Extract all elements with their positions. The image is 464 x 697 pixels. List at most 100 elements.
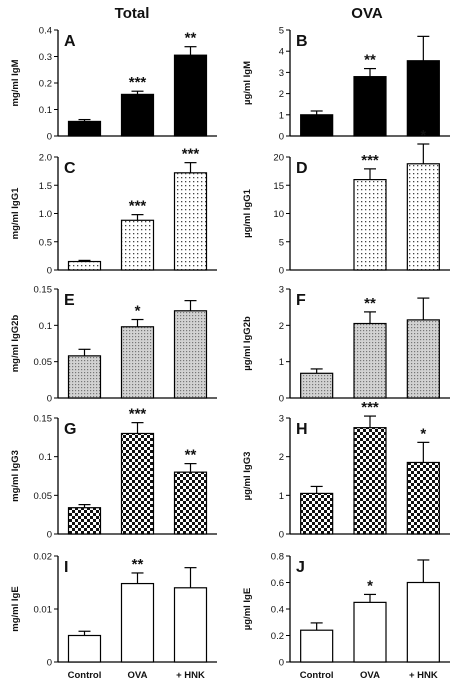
y-tick-label: 2 (279, 452, 284, 463)
bar-control (67, 355, 102, 399)
y-tick-label: 0.1 (39, 321, 52, 332)
bar-hnk (173, 172, 208, 271)
y-axis-title: µg/ml IgM (242, 61, 253, 105)
y-tick-label: 0 (279, 658, 284, 669)
y-tick-label: 15 (273, 181, 284, 192)
x-tick-label: + HNK (176, 670, 205, 681)
panels-group: 00.10.20.30.4mg/ml IgMA*****012345µg/ml … (10, 26, 450, 681)
y-tick-label: 1 (279, 491, 284, 502)
y-tick-label: 1 (279, 110, 284, 121)
significance-marker: ** (185, 447, 197, 464)
y-axis-title: mg/ml IgE (10, 586, 21, 631)
y-tick-label: 0 (47, 530, 52, 541)
bar-control (300, 492, 334, 535)
bar-control (67, 507, 102, 535)
x-tick-label: + HNK (409, 670, 438, 681)
y-tick-label: 0 (279, 530, 284, 541)
bar-ova (353, 179, 387, 271)
y-tick-label: 5 (279, 237, 284, 248)
bar-hnk (173, 471, 208, 535)
y-tick-label: 1.5 (39, 181, 52, 192)
panel-letter: C (64, 160, 76, 177)
y-tick-label: 0.5 (39, 237, 52, 248)
panel-letter: I (64, 559, 68, 576)
y-tick-label: 0.4 (271, 605, 284, 616)
bar-hnk (173, 310, 208, 399)
bar-hnk (406, 581, 440, 663)
panel-B: 0 1 2 3 4 5 µg/ml IgM B ** (242, 26, 450, 143)
panel-letter: D (296, 160, 308, 177)
significance-marker: ** (185, 30, 197, 47)
y-tick-label: 3 (279, 285, 284, 296)
panel-letter: A (64, 33, 76, 50)
bar-ova (353, 601, 387, 663)
significance-marker: *** (129, 198, 147, 215)
y-tick-label: 0 (47, 394, 52, 405)
y-tick-label: 10 (273, 209, 284, 220)
y-tick-label: 0 (47, 132, 52, 143)
y-tick-label: 0.05 (34, 357, 53, 368)
y-axis-title: µg/ml IgG1 (242, 188, 253, 237)
y-axis-title: mg/ml IgM (10, 59, 21, 106)
y-tick-label: 0.2 (271, 631, 284, 642)
y-tick-label: 2.0 (39, 153, 52, 164)
y-tick-label: 4 (279, 47, 284, 58)
bar-ova (353, 427, 387, 535)
bar-ova (353, 322, 387, 399)
y-tick-label: 5 (279, 26, 284, 37)
y-tick-label: 0.6 (271, 578, 284, 589)
y-tick-label: 1 (279, 357, 284, 368)
y-tick-label: 0 (279, 394, 284, 405)
bar-ova (120, 219, 155, 271)
significance-marker: ** (364, 52, 376, 69)
y-tick-label: 2 (279, 321, 284, 332)
y-axis-title: µg/ml IgG2b (242, 316, 253, 371)
significance-marker: *** (182, 146, 200, 163)
y-axis-title: mg/ml IgG2b (10, 315, 21, 373)
y-tick-label: 0.1 (39, 452, 52, 463)
bar-hnk (173, 54, 208, 137)
bar-hnk (406, 60, 440, 137)
y-tick-label: 0.15 (34, 285, 53, 296)
y-tick-label: 0 (47, 658, 52, 669)
significance-marker: *** (129, 74, 147, 91)
y-tick-label: 0.15 (34, 414, 53, 425)
bar-hnk (406, 163, 440, 271)
x-tick-label: Control (68, 670, 102, 681)
significance-marker: * (135, 303, 141, 320)
panel-letter: G (64, 421, 76, 438)
significance-marker: ** (132, 556, 144, 573)
panel-J: 0 0.2 0.4 0.6 0.8 µg/ml IgE J * Control OVA + HNK (242, 552, 450, 681)
bar-hnk (406, 461, 440, 535)
y-tick-label: 3 (279, 414, 284, 425)
x-tick-label: OVA (128, 670, 148, 681)
bar-control (67, 260, 102, 271)
panel-C: 0 0.5 1.0 1.5 2.0 mg/ml IgG1 C *** *** (10, 146, 217, 277)
panel-letter: B (296, 33, 308, 50)
y-tick-label: 0.01 (34, 605, 53, 616)
y-tick-label: 20 (273, 153, 284, 164)
bar-control (300, 629, 334, 663)
panel-I: 0 0.01 0.02 mg/ml IgE I ** Control OVA + HNK (10, 552, 217, 681)
y-axis-title: µg/ml IgE (242, 588, 253, 630)
y-tick-label: 0.02 (34, 552, 53, 563)
y-tick-label: 0 (279, 132, 284, 143)
bar-hnk (173, 587, 208, 663)
y-tick-label: 0.8 (271, 552, 284, 563)
y-tick-label: 0.2 (39, 79, 52, 90)
bar-control (67, 634, 102, 663)
panel-letter: F (296, 292, 306, 309)
bar-control (300, 114, 334, 137)
column-header-ova: OVA (351, 5, 383, 22)
bar-ova (120, 432, 155, 535)
significance-marker: * (420, 127, 426, 144)
bar-ova (120, 93, 155, 137)
bar-ova (120, 326, 155, 399)
panel-F: 0 1 2 3 µg/ml IgG2b F ** (242, 285, 450, 405)
